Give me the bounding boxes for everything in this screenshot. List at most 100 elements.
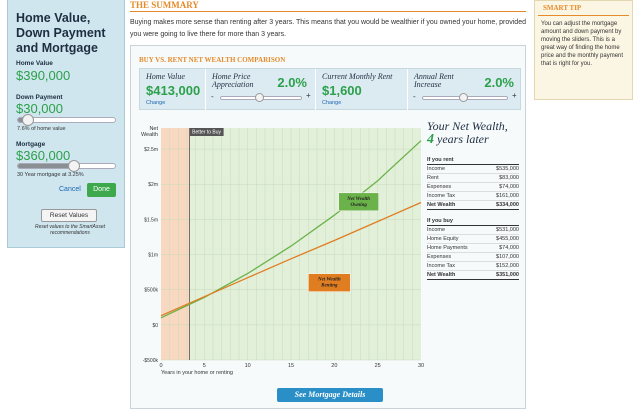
total-value: $334,000 — [477, 200, 519, 210]
x-tick-label: 0 — [159, 363, 162, 369]
reset-values-button[interactable]: Reset Values — [41, 209, 97, 222]
rent-zone — [161, 128, 190, 360]
tip-text: You can adjust the mortgage amount and d… — [541, 21, 624, 67]
x-tick-label: 5 — [203, 363, 206, 369]
x-tick-label: 25 — [375, 363, 381, 369]
series-label: Net Wealth Owning — [346, 197, 370, 208]
buy-table: If you buy Income $531,000 Home Equity $455… — [427, 217, 519, 280]
row-label: Home Payments — [427, 243, 486, 253]
series-label: Net Wealth Renting — [317, 278, 341, 289]
down-payment-note: 7.6% of home value — [17, 126, 66, 132]
x-axis-label: Years in your home or renting — [161, 370, 233, 376]
net-wealth-heading: Your Net Wealth, 4 years later — [427, 120, 519, 147]
row-value: $455,000 — [485, 234, 519, 244]
series-line-renting — [160, 201, 422, 317]
row-value: $83,000 — [477, 173, 519, 183]
home-value-label: Home Value — [16, 60, 53, 67]
left-title: Home Value, Down Payment and Mortgage — [16, 11, 106, 55]
x-tick-label: 10 — [245, 363, 251, 369]
years-count: 4 — [427, 132, 434, 147]
comparison-title: BUY VS. RENT NET WEALTH COMPARISON — [139, 56, 286, 64]
stat-value: $413,000 — [146, 83, 201, 98]
comparison-panel: BUY VS. RENT NET WEALTH COMPARISON Home … — [130, 45, 526, 409]
down-payment-knob[interactable] — [22, 114, 34, 126]
summary-title: THE SUMMARY — [130, 0, 199, 10]
down-payment-value: $30,000 — [16, 101, 63, 116]
table-row: Expenses $74,000 — [427, 182, 519, 192]
stats-bar: Home Value $413,000 Change Home Price Ap… — [139, 68, 522, 111]
series-tag — [308, 273, 351, 292]
stat-appreciation: Home Price Appreciation 2.0% - + — [206, 69, 316, 111]
table-row: Income $531,000 — [427, 225, 519, 235]
smart-tip: SMART TIP You can adjust the mortgage am… — [534, 0, 633, 100]
table-row: Expenses $107,000 — [427, 252, 519, 262]
table-row: Income $535,000 — [427, 164, 519, 174]
table-row: Rent $83,000 — [427, 173, 519, 183]
table-row: Home Equity $455,000 — [427, 234, 519, 244]
home-value: $390,000 — [16, 68, 71, 83]
change-link[interactable]: Change — [322, 100, 342, 106]
down-payment-label: Down Payment — [16, 94, 63, 101]
y-tick-label: $2.5m — [144, 147, 158, 153]
see-mortgage-details-button[interactable]: See Mortgage Details — [277, 388, 383, 402]
mortgage-value: $360,000 — [16, 148, 71, 163]
row-value: $74,000 — [477, 182, 519, 192]
rent-table: If you rent Income $535,000 Rent $83,000 Exp… — [427, 156, 519, 210]
stat-rent-increase: Annual Rent Increase 2.0% - + — [408, 69, 522, 111]
series-tag — [338, 192, 379, 212]
minus-button[interactable]: - — [413, 92, 416, 101]
mortgage-knob[interactable] — [68, 160, 80, 172]
y-tick-label: $500k — [144, 288, 158, 294]
mortgage-slider[interactable] — [17, 160, 116, 172]
y-tick-label: $0 — [152, 323, 158, 329]
summary-text: Buying makes more sense than renting aft… — [130, 19, 526, 38]
rent-increase-slider[interactable] — [422, 93, 508, 102]
x-tick-label: 15 — [288, 363, 294, 369]
stat-label: Home Value — [146, 72, 185, 81]
row-value: $74,000 — [485, 243, 519, 253]
row-label: Income Tax — [427, 261, 486, 271]
row-label: Home Equity — [427, 234, 486, 244]
row-label: Rent — [427, 173, 478, 183]
change-link[interactable]: Change — [146, 100, 166, 106]
minus-button[interactable]: - — [211, 92, 214, 101]
plus-button[interactable]: + — [512, 91, 517, 100]
row-value: $107,000 — [485, 252, 519, 262]
summary-divider — [130, 11, 526, 12]
stat-value: 2.0% — [277, 75, 307, 90]
table-row: Income Tax $152,000 — [427, 261, 519, 271]
done-button[interactable]: Done — [87, 183, 116, 197]
break-even-tag — [189, 128, 224, 136]
break-even-label: Better to Buy — [192, 130, 221, 136]
mortgage-note: 30 Year mortgage at 3.25% — [17, 172, 84, 178]
total-label: Net Wealth — [427, 200, 478, 210]
cancel-link[interactable]: Cancel — [59, 186, 81, 193]
appreciation-slider[interactable] — [220, 93, 302, 102]
row-label: Income — [427, 164, 478, 174]
stat-label: Annual Rent Increase — [414, 72, 454, 89]
row-value: $531,000 — [485, 225, 519, 235]
stat-home-value: Home Value $413,000 Change — [140, 69, 206, 111]
rent-heading: If you rent — [427, 156, 519, 165]
tip-title: SMART TIP — [538, 1, 629, 16]
stat-value: 2.0% — [484, 75, 514, 90]
net-wealth-summary: Your Net Wealth, 4 years later If you ren… — [427, 120, 519, 280]
table-row: Income Tax $161,000 — [427, 191, 519, 201]
down-payment-slider[interactable] — [17, 114, 116, 126]
x-tick-label: 30 — [418, 363, 424, 369]
stat-label: Home Price Appreciation — [212, 72, 254, 89]
row-label: Expenses — [427, 182, 478, 192]
reset-note: Reset values to the SmartAsset recommend… — [34, 224, 106, 236]
rent-increase-knob[interactable] — [459, 93, 468, 102]
table-row: Home Payments $74,000 — [427, 243, 519, 253]
heading-suffix: years later — [437, 132, 489, 146]
row-label: Expenses — [427, 252, 486, 262]
appreciation-knob[interactable] — [255, 93, 264, 102]
total-value: $351,000 — [485, 270, 519, 280]
row-value: $152,000 — [485, 261, 519, 271]
plus-button[interactable]: + — [306, 91, 311, 100]
stat-value: $1,600 — [322, 83, 362, 98]
stat-label: Current Monthly Rent — [322, 72, 393, 81]
total-row: Net Wealth $334,000 — [427, 200, 519, 210]
